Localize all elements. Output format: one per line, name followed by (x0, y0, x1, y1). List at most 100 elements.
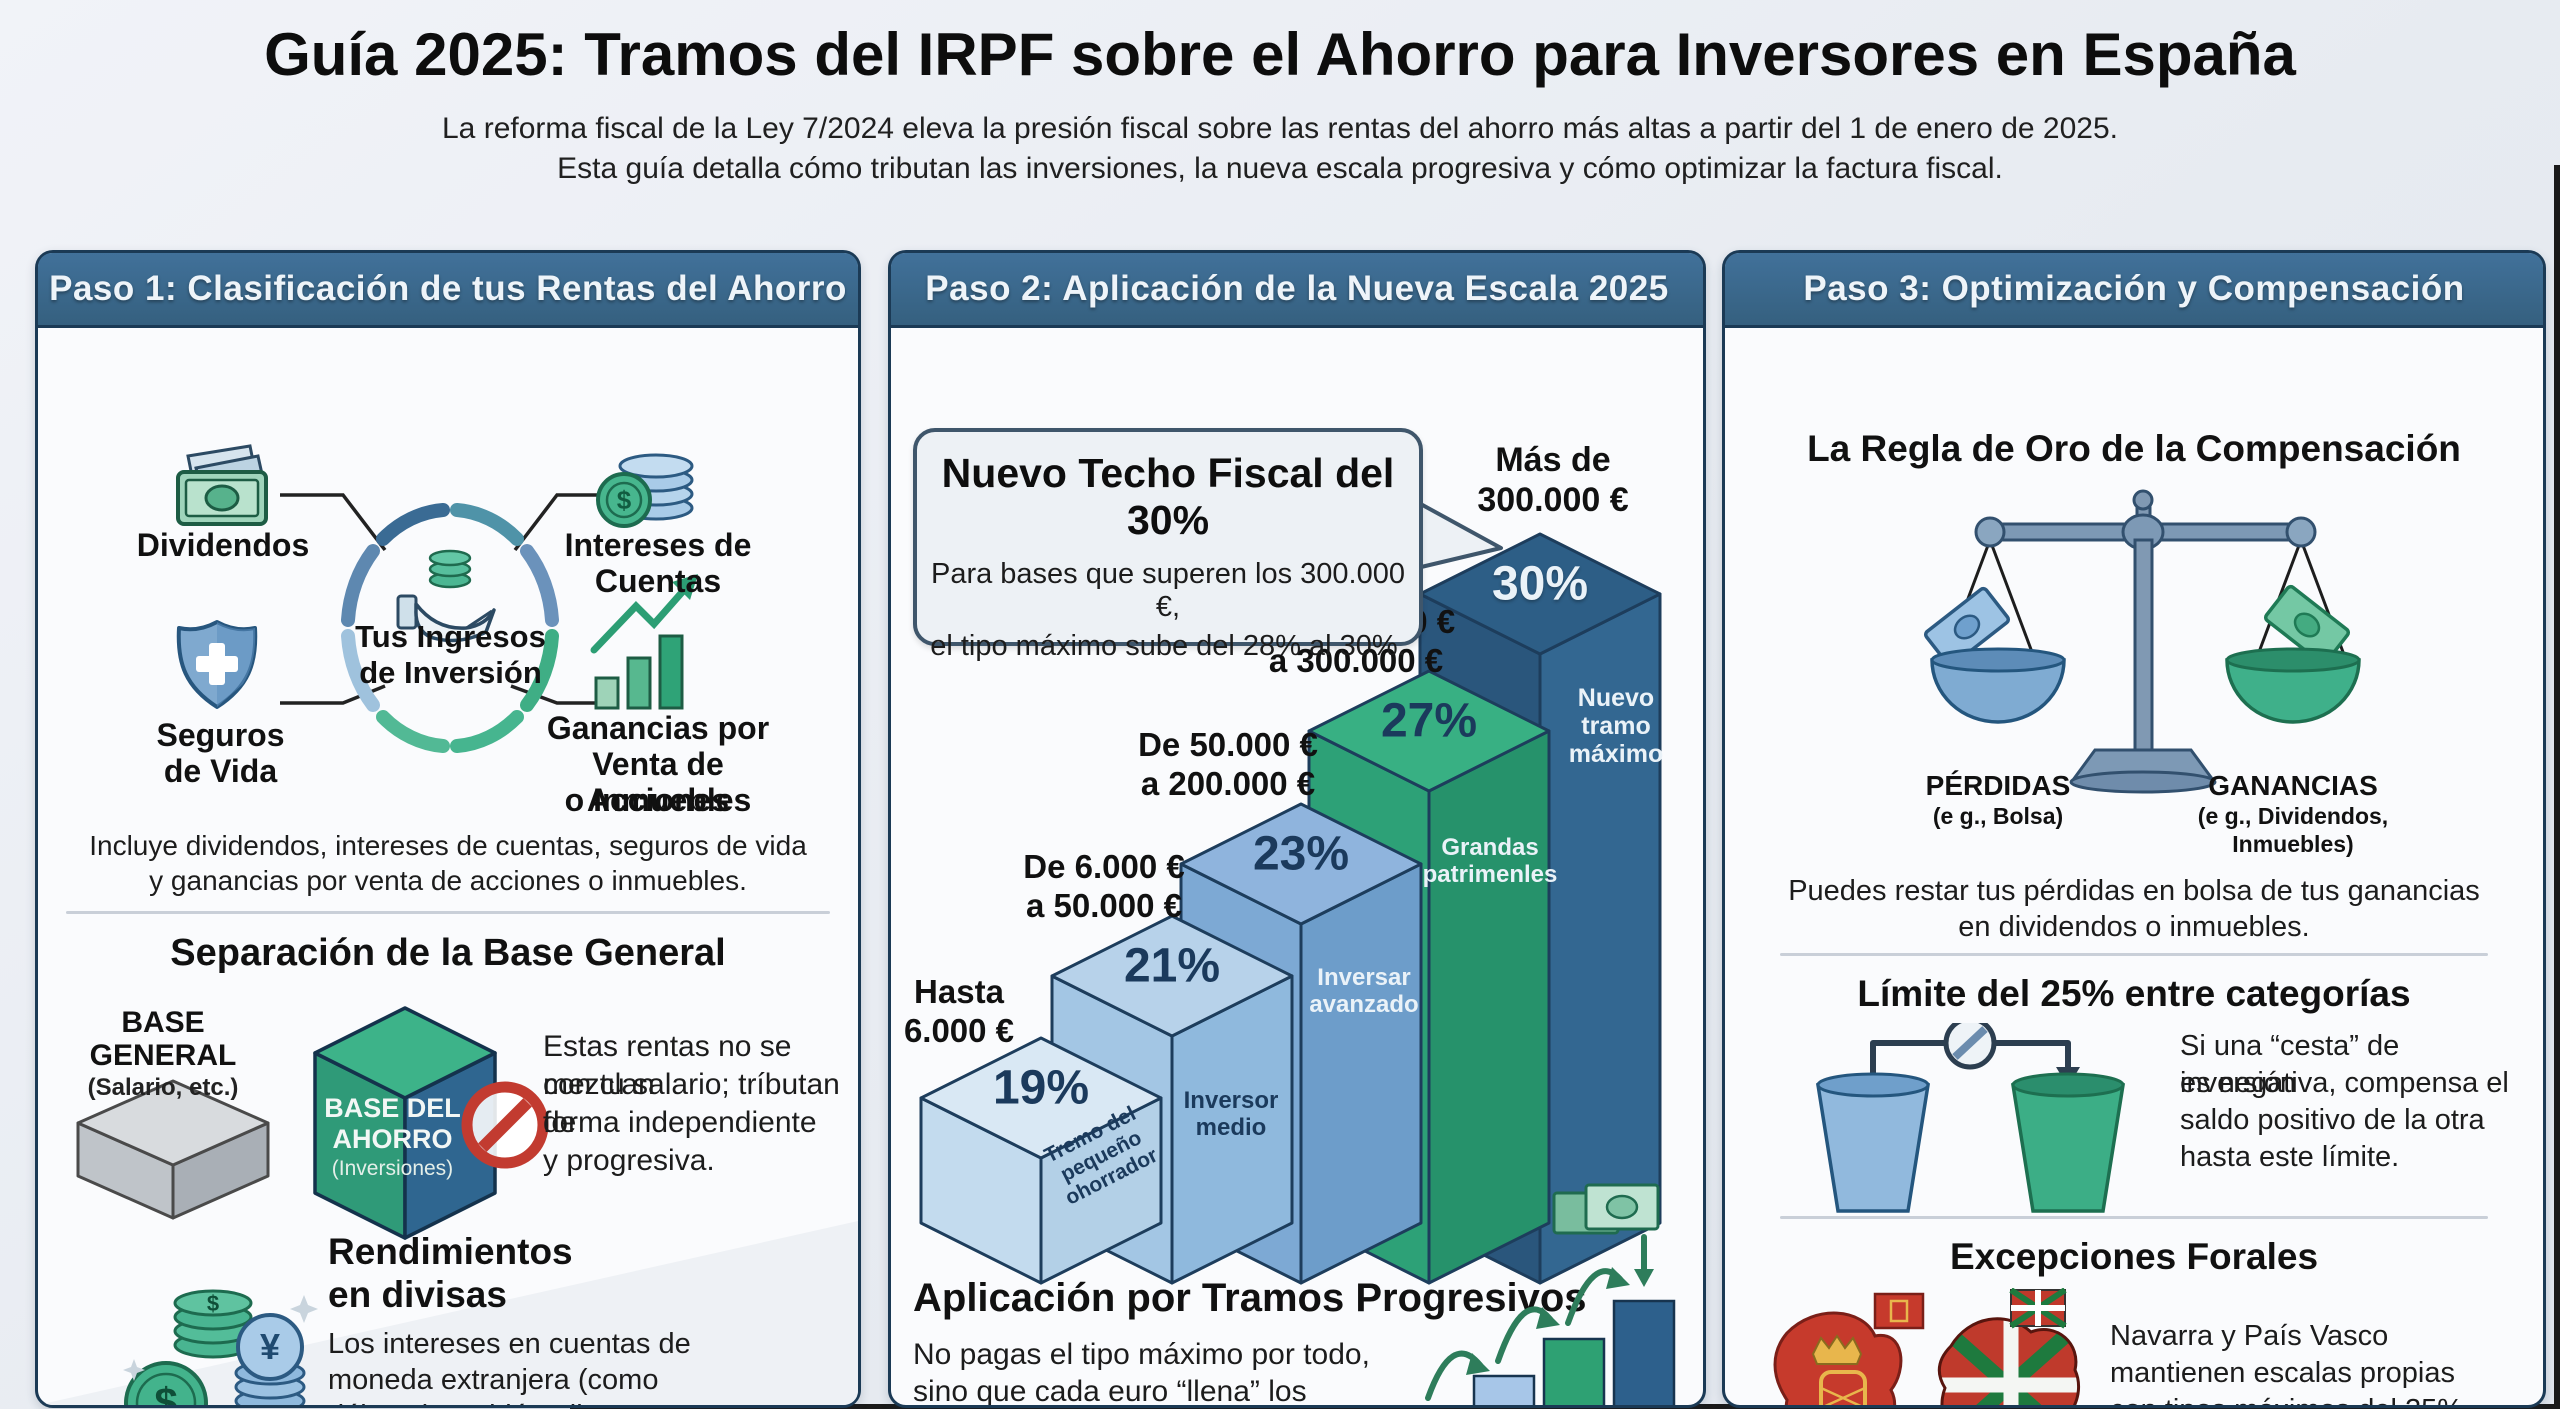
progressive-fill-minichart (1425, 1183, 1676, 1405)
step2-range: De 6.000 € a 50.000 € (1023, 848, 1185, 924)
step4-top (1307, 669, 1551, 793)
panel3-body: La Regla de Oro de la Compensación (1725, 328, 2543, 1405)
step2-rate: 21% (1123, 939, 1221, 993)
item-ganancias-label-2: Venta de Acciones (586, 746, 730, 818)
panel3-divider-1 (1780, 953, 2488, 956)
compensation-buckets-diagram (1815, 1023, 2126, 1213)
step5-rate: 30% (1491, 557, 1589, 611)
base-general-label-2: GENERAL (89, 1039, 237, 1072)
item-seguros-label-2: de Vida (163, 753, 278, 789)
item-seguros-label-1: Seguros (156, 717, 285, 753)
hand-coins-icon (396, 549, 496, 643)
panel2-header: Paso 2: Aplicación de la Nueva Escala 20… (891, 253, 1703, 328)
panel3-divider-2 (1780, 1216, 2488, 1219)
panel3-header: Paso 3: Optimización y Compensación (1725, 253, 2543, 328)
step4-face-label: Grandas patrimenles (1422, 834, 1558, 888)
forales-heading: Excepciones Forales (1949, 1236, 2319, 1277)
step2-top (1050, 914, 1294, 1038)
forales-text-2: mantienen escalas propias (2110, 1357, 2455, 1389)
gain-bill-icon (2263, 584, 2351, 666)
ikurrina-flag-icon (2009, 1288, 2067, 1329)
step5-top (1418, 532, 1662, 656)
scale-frame (1974, 489, 2317, 794)
progresivos-text-2: sino que cada euro “llena” los tramos (913, 1375, 1307, 1405)
divisas-text-2: moneda extranjera (como (328, 1364, 659, 1396)
step3-top (1179, 802, 1423, 926)
loss-bill-icon (1923, 586, 2011, 668)
page-subtitle-line2: Esta guía detalla cómo tributan las inve… (557, 152, 2003, 185)
item-intereses-label-1: Intereses de (564, 527, 752, 563)
growth-chart-icon (590, 574, 698, 710)
panel1-header: Paso 1: Clasificación de tus Rentas del … (38, 253, 858, 328)
step3-range: De 50.000 € a 200.000 € (1138, 726, 1318, 802)
base-separation-diagram (76, 1006, 549, 1240)
basque-map-icon (1937, 1288, 2081, 1405)
item-ganancias-label-1: Ganancias por (546, 710, 770, 746)
callout-bubble: Nuevo Techo Fiscal del 30% Para bases qu… (913, 428, 1423, 662)
step5-face-label: Nuevo tramo máximo (1568, 684, 1664, 768)
separacion-heading: Separación de la Base General (170, 932, 726, 974)
step1-range: Hasta 6.000 € (903, 973, 1015, 1049)
tax-staircase-chart (919, 532, 1662, 1285)
hub-ring (341, 503, 559, 753)
divisas-heading-2: en divisas (328, 1274, 507, 1315)
callout-title: Nuevo Techo Fiscal del 30% (941, 450, 1395, 543)
currency-coins-icon: $ ¥ $ £ (123, 1289, 318, 1405)
separacion-text-3: forma independiente (543, 1106, 817, 1139)
perdidas-label: PÉRDIDAS (1925, 770, 2071, 801)
panel1-body: $ Tus Ingresos de Inversión Dividendos I… (38, 328, 858, 1405)
panel2-body: 19% 21% 23% 27% 30% Tremo del pequeño oh… (891, 328, 1703, 1405)
panel1-caption-line1: Incluye dividendos, intereses de cuentas… (89, 830, 807, 861)
divisas-text-1: Los intereses en cuentas de (328, 1328, 691, 1360)
item-intereses-label-2: Cuentas (594, 563, 722, 599)
regla-text-2: en dividendos o inmuebles. (1958, 911, 2310, 943)
limite-text-2: es negativa, compensa el (2180, 1067, 2509, 1099)
foral-maps (1773, 1288, 2081, 1405)
base-ahorro-sub: (Inversiones) (331, 1157, 454, 1180)
ganancias-sub-2: Inmuebles) (2232, 831, 2354, 857)
forales-text-1: Navarra y País Vasco (2110, 1320, 2389, 1352)
base-ahorro-label-2: AHORRO (332, 1124, 453, 1154)
navarra-map-icon (1773, 1292, 1925, 1405)
hub-label-line1: Tus Ingresos (355, 619, 546, 654)
coin-stack-icon: $ (596, 453, 694, 528)
balance-scale-diagram (1923, 489, 2361, 794)
item-dividendos-label: Dividendos (136, 527, 310, 563)
page-subtitle-line1: La reforma fiscal de la Ley 7/2024 eleva… (442, 112, 2118, 145)
hop-arrowheads (1466, 1267, 1654, 1375)
panel-paso1: Paso 1: Clasificación de tus Rentas del … (35, 250, 861, 1408)
limite-text-4: hasta este límite. (2180, 1141, 2400, 1173)
frame-edge-right (2554, 165, 2560, 1409)
base-general-slab (76, 1079, 270, 1220)
page-title: Guía 2025: Tramos del IRPF sobre el Ahor… (264, 21, 2296, 88)
callout-line1: Para bases que superen los 300.000 €, (930, 558, 1405, 623)
progresivos-heading: Aplicación por Tramos Progresivos (913, 1276, 1587, 1320)
base-general-label-1: BASE (121, 1006, 205, 1039)
step5-range: Más de 300.000 € (1477, 441, 1629, 520)
scale-pans (1930, 647, 2361, 724)
divisas-text-3: dólares) también tributan (328, 1398, 748, 1405)
yen-glyph: ¥ (260, 1326, 280, 1367)
base-general-sub: (Salario, etc.) (87, 1074, 239, 1101)
progresivos-text-1: No pagas el tipo máximo por todo, (913, 1338, 1370, 1371)
regla-oro-heading: La Regla de Oro de la Compensación (1807, 428, 2461, 469)
item-ganancias-label-3: o Inmuebles (564, 782, 752, 818)
mini-bars (1472, 1299, 1676, 1405)
pound-coin-dollar-glyph: $ (154, 1379, 177, 1405)
gain-bucket-icon (2010, 1072, 2126, 1213)
shield-cross-icon (176, 620, 258, 709)
perdidas-sub: (e g., Bolsa) (1932, 803, 2064, 829)
money-bills-icon (1552, 1183, 1660, 1235)
hop-arrows (1425, 1234, 1647, 1401)
separacion-text-4: y progresiva. (543, 1144, 715, 1177)
panel1-caption-line2: y ganancias por venta de acciones o inmu… (149, 865, 747, 896)
dollar-glyph: $ (617, 485, 632, 515)
panel-paso2: Paso 2: Aplicación de la Nueva Escala 20… (888, 250, 1706, 1408)
panel-paso3: Paso 3: Optimización y Compensación La R… (1722, 250, 2546, 1408)
separacion-text-1: Estas rentas no se mezclan (543, 1030, 792, 1101)
limite-text-1: Si una “cesta” de inversión (2180, 1030, 2400, 1099)
step3-face-label: Inversar avanzado (1309, 964, 1419, 1018)
callout-tail (1416, 500, 1503, 570)
loss-bucket-icon (1815, 1072, 1931, 1213)
step1-top (919, 1036, 1163, 1160)
